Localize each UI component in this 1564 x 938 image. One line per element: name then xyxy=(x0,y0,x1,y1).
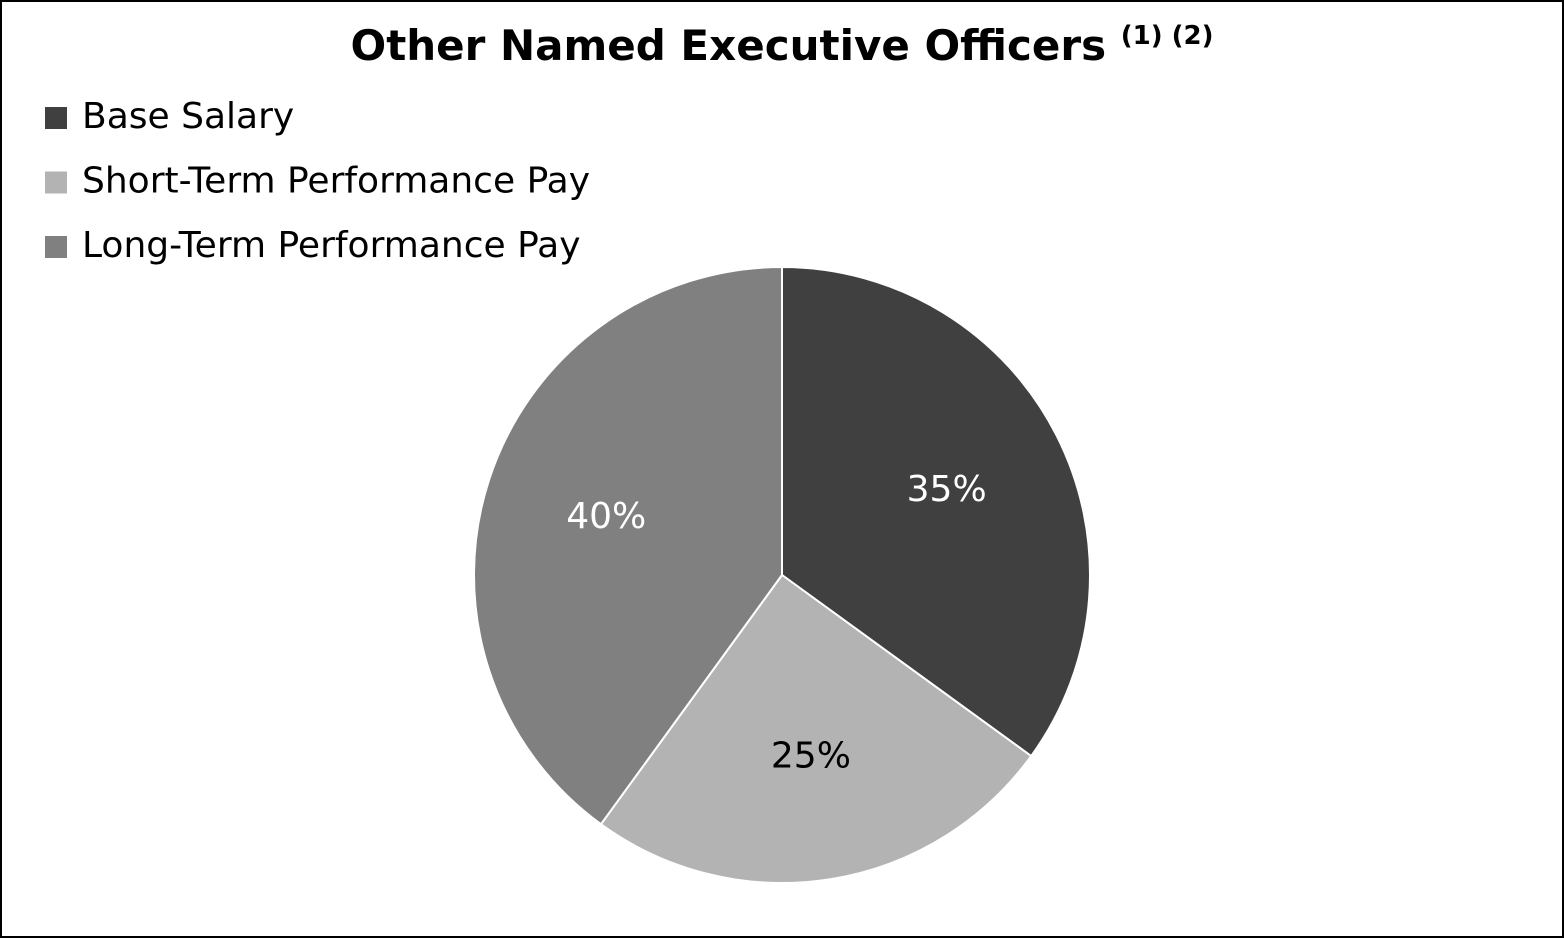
chart-title: Other Named Executive Officers xyxy=(351,21,1107,70)
legend-swatch xyxy=(45,236,67,258)
pie-slice xyxy=(599,573,1033,884)
data-label: 40% xyxy=(566,496,646,537)
legend-swatch xyxy=(45,107,67,129)
legend-label: Base Salary xyxy=(82,96,294,137)
pie-slice xyxy=(473,265,783,826)
data-label: 25% xyxy=(771,736,851,777)
chart-title-group: Other Named Executive Officers (1) (2) xyxy=(351,21,1214,70)
legend-label: Long-Term Performance Pay xyxy=(82,225,581,266)
pie-slice xyxy=(781,265,1091,758)
legend-label: Short-Term Performance Pay xyxy=(82,161,590,202)
legend-swatch xyxy=(45,171,67,194)
title-notes: (1) (2) xyxy=(1121,21,1214,51)
data-label: 35% xyxy=(907,469,987,510)
